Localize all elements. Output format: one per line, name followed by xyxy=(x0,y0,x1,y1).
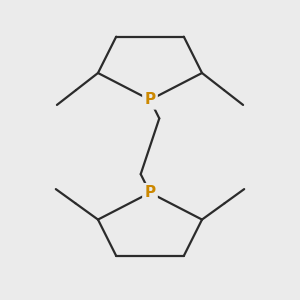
Text: P: P xyxy=(144,92,156,107)
Text: P: P xyxy=(144,185,156,200)
